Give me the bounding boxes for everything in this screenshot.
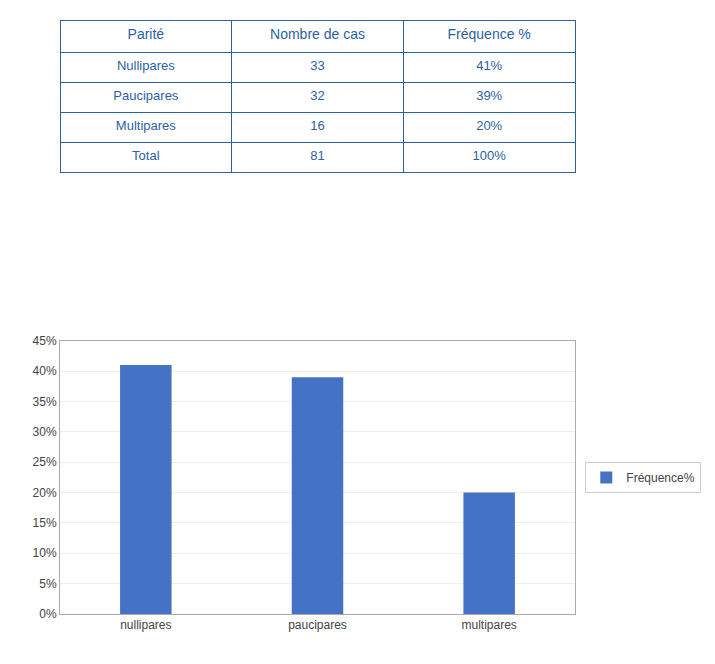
svg-text:Fréquence %: Fréquence % [448,26,531,42]
svg-text:Nullipares: Nullipares [117,58,175,73]
svg-text:Paucipares: Paucipares [113,88,179,103]
svg-text:40%: 40% [33,364,57,378]
svg-text:15%: 15% [33,516,57,530]
svg-text:0%: 0% [39,607,57,621]
svg-text:33: 33 [310,58,324,73]
svg-text:100%: 100% [473,148,507,163]
svg-text:16: 16 [310,118,324,133]
svg-text:81: 81 [310,148,324,163]
svg-text:nullipares: nullipares [120,618,171,632]
svg-text:32: 32 [310,88,324,103]
svg-text:Nombre de cas: Nombre de cas [270,26,365,42]
svg-text:Multipares: Multipares [116,118,176,133]
svg-text:20%: 20% [476,118,502,133]
svg-text:5%: 5% [39,577,57,591]
svg-text:Total: Total [132,148,160,163]
svg-text:39%: 39% [476,88,502,103]
svg-text:Parité: Parité [128,26,165,42]
svg-text:45%: 45% [33,334,57,348]
svg-text:Fréquence%: Fréquence% [626,471,694,485]
svg-text:20%: 20% [33,486,57,500]
svg-text:paucipares: paucipares [288,618,347,632]
svg-text:35%: 35% [33,395,57,409]
svg-text:multipares: multipares [461,618,516,632]
svg-text:25%: 25% [33,455,57,469]
svg-text:10%: 10% [33,546,57,560]
svg-text:30%: 30% [33,425,57,439]
svg-text:41%: 41% [476,58,502,73]
